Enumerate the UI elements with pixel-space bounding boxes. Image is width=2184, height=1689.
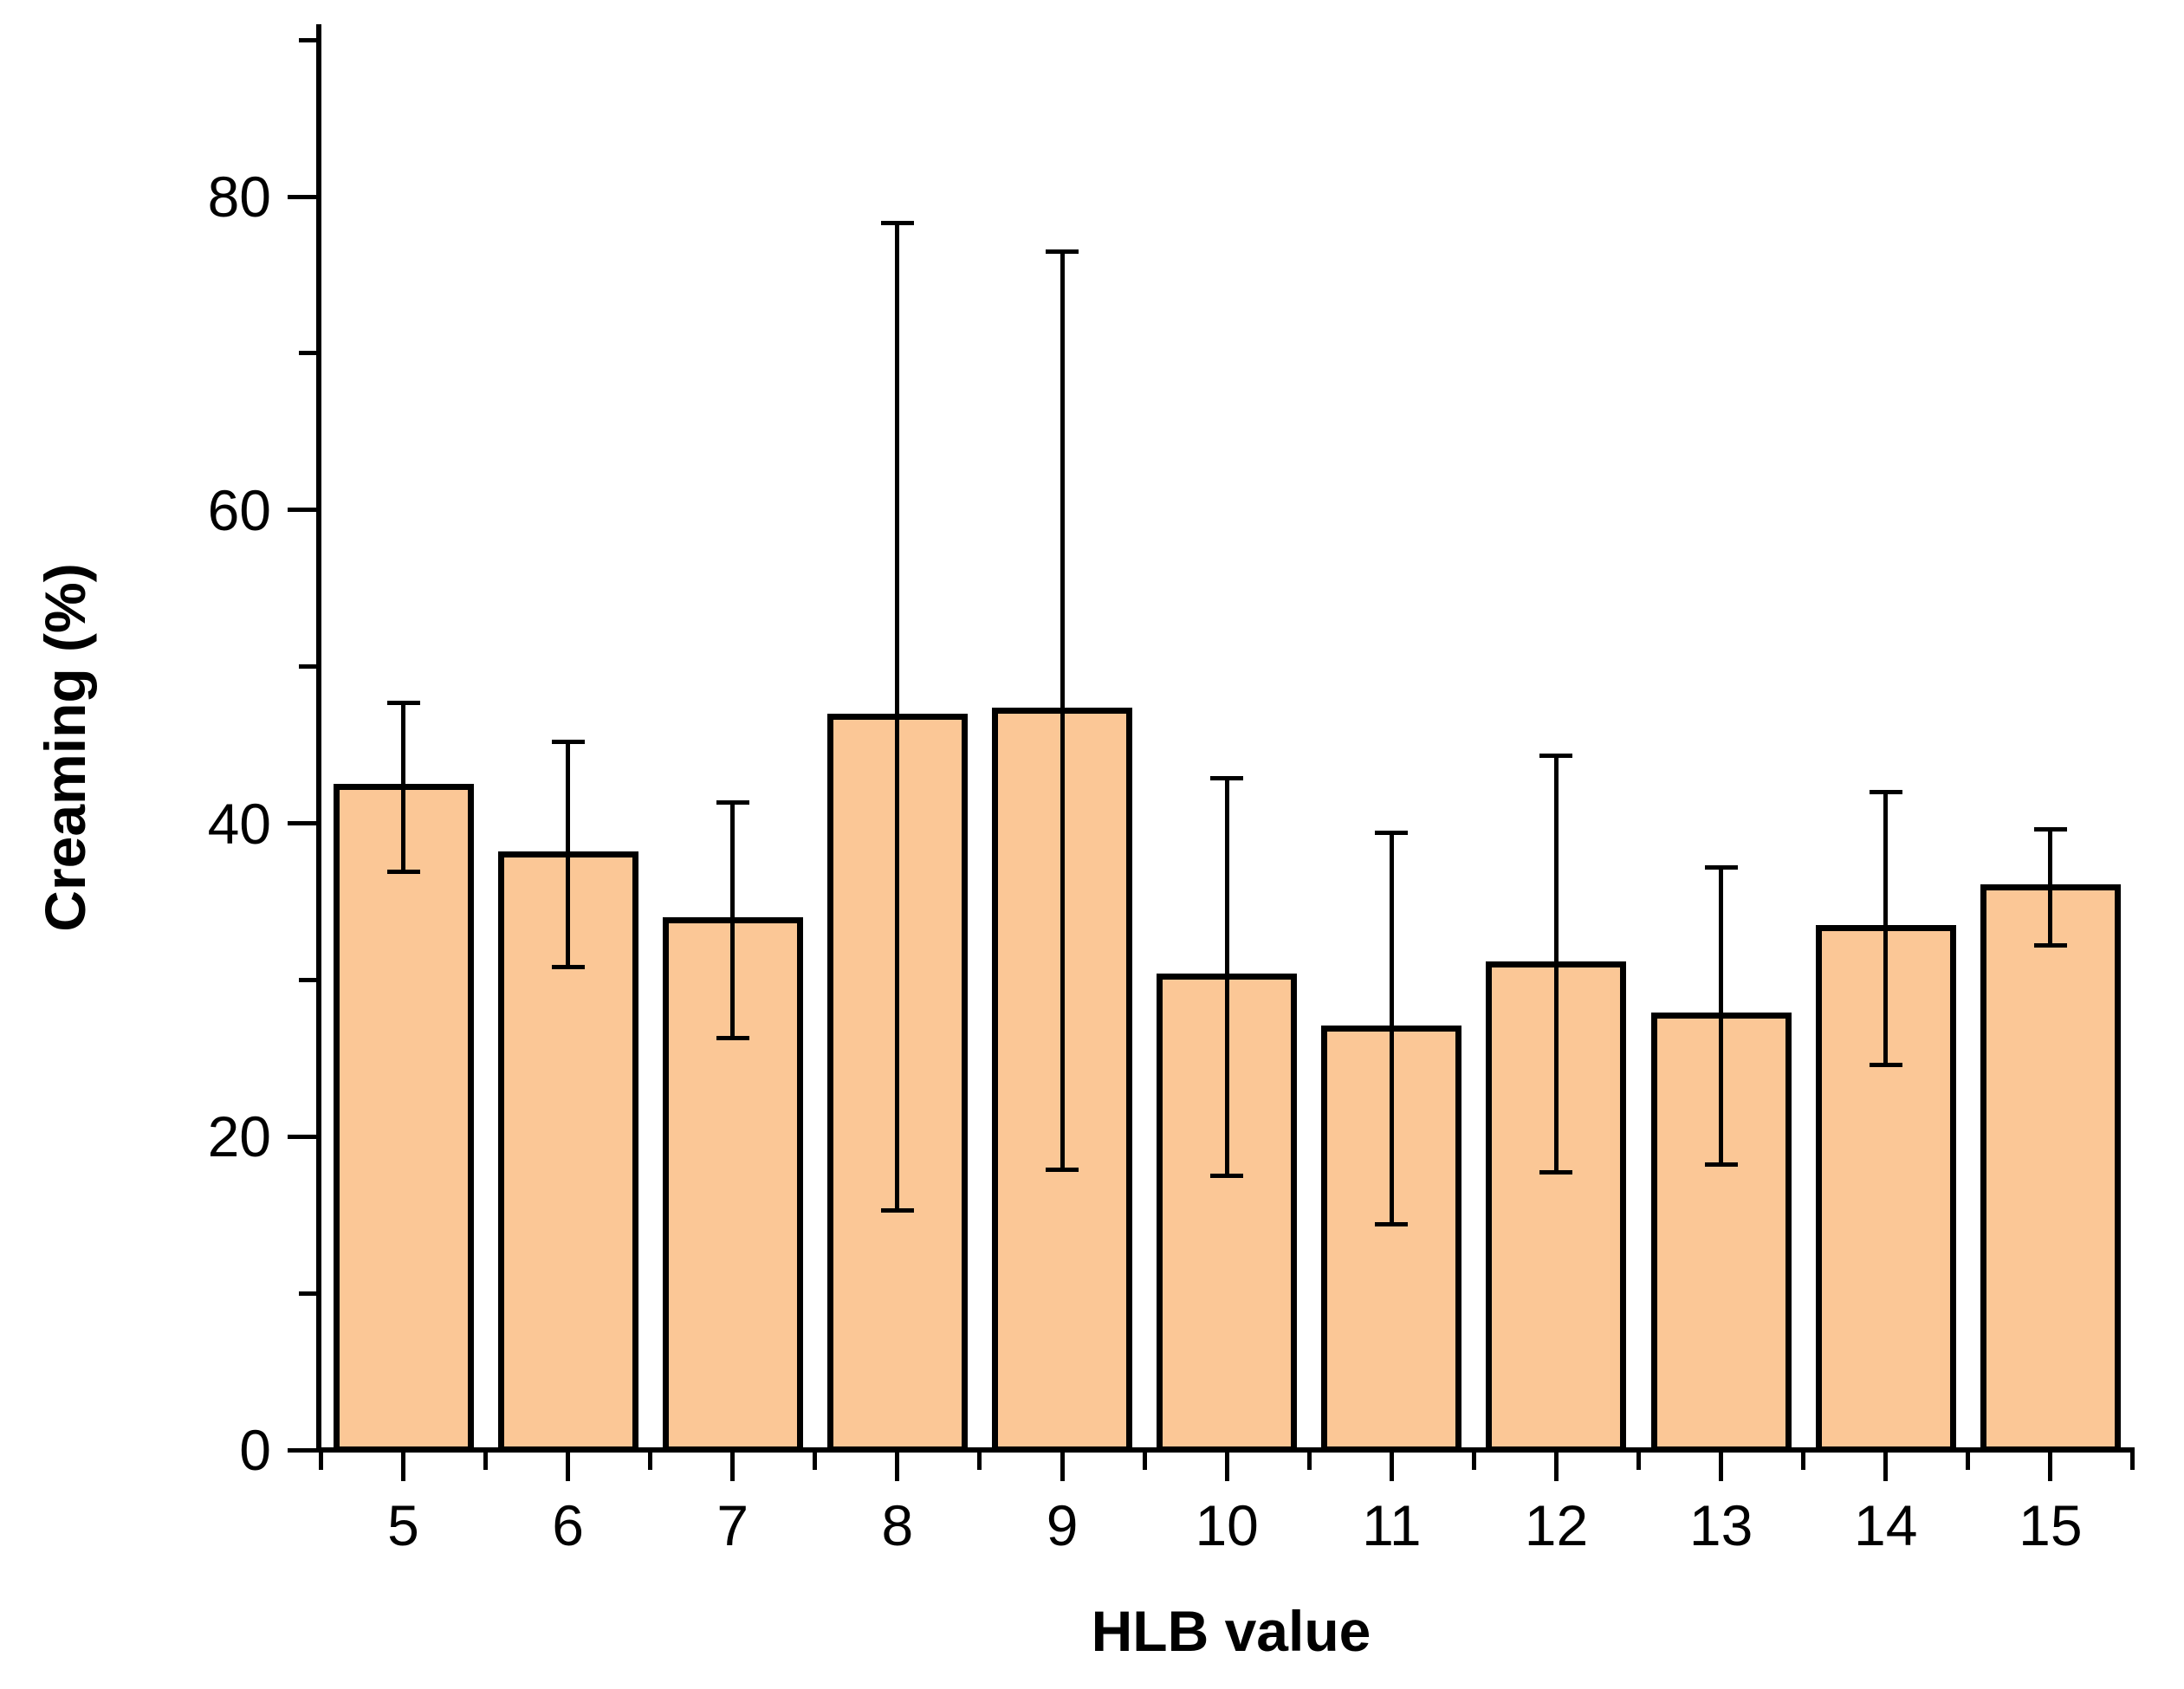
y-major-tick [288,194,316,199]
error-bar-cap-bottom [1046,1167,1079,1172]
error-bar-cap-top [2033,827,2067,832]
error-bar-cap-top [1869,789,1902,794]
error-bar-line [1719,867,1724,1165]
error-bar-line [895,223,900,1211]
x-major-tick [1060,1453,1065,1481]
y-minor-tick [299,664,316,670]
x-tick-label: 8 [881,1493,914,1557]
x-tick-label: 5 [387,1493,419,1557]
x-minor-tick [977,1453,982,1470]
y-major-tick [288,821,316,825]
y-minor-tick [299,37,316,42]
x-major-tick [1389,1453,1394,1481]
error-bar-cap-top [1704,864,1738,870]
x-major-tick [1553,1453,1559,1481]
x-minor-tick [648,1453,653,1470]
error-bar-cap-top [716,800,749,806]
bar [497,851,638,1453]
error-bar-cap-bottom [1869,1062,1902,1067]
error-bar-cap-bottom [1375,1222,1409,1227]
x-major-tick [730,1453,736,1481]
x-minor-tick [1636,1453,1642,1470]
error-bar-line [401,702,405,872]
x-minor-tick [1966,1453,1971,1470]
x-tick-label: 13 [1688,1493,1753,1557]
error-bar-cap-top [1210,775,1244,780]
bar [1650,1013,1792,1453]
error-bar-cap-bottom [1210,1173,1244,1178]
error-bar-cap-bottom [880,1207,914,1213]
error-bar-cap-top [880,221,914,226]
y-tick-label: 60 [207,477,271,542]
error-bar-line [1553,755,1559,1173]
error-bar-line [1389,832,1394,1225]
error-bar-cap-top [1046,249,1079,254]
y-axis-title: Creaming (%) [33,563,97,932]
error-bar-cap-top [386,700,420,705]
x-major-tick [895,1453,900,1481]
x-major-tick [1883,1453,1889,1481]
x-minor-tick [1306,1453,1312,1470]
x-axis-title: HLB value [1091,1599,1371,1663]
x-minor-tick [813,1453,818,1470]
x-tick-label: 11 [1362,1493,1422,1557]
y-tick-label: 20 [207,1104,271,1169]
error-bar-cap-top [551,739,585,744]
x-major-tick [566,1453,571,1481]
x-tick-label: 12 [1524,1493,1589,1557]
x-minor-tick [1801,1453,1806,1470]
y-minor-tick [299,1291,316,1296]
x-major-tick [1224,1453,1229,1481]
y-major-tick [288,1134,316,1139]
x-tick-label: 15 [2019,1493,2083,1557]
error-bar-cap-top [1539,754,1573,759]
y-major-tick [288,508,316,513]
x-major-tick [2048,1453,2053,1481]
error-bar-cap-bottom [716,1035,749,1040]
x-minor-tick [2130,1453,2135,1470]
x-major-tick [1719,1453,1724,1481]
bar [1980,884,2121,1453]
y-minor-tick [299,977,316,982]
y-tick-label: 80 [207,165,271,229]
error-bar-line [2048,829,2053,946]
y-tick-label: 40 [207,791,271,856]
x-tick-label: 10 [1195,1493,1259,1557]
error-bar-cap-top [1375,830,1409,835]
y-major-tick [288,1447,316,1453]
y-axis-line [316,24,321,1453]
error-bar-cap-bottom [386,870,420,875]
x-tick-label: 7 [716,1493,749,1557]
error-bar-line [1883,792,1889,1065]
x-minor-tick [483,1453,489,1470]
error-bar-cap-bottom [1539,1170,1573,1175]
y-tick-label: 0 [239,1418,271,1482]
x-minor-tick [1471,1453,1476,1470]
error-bar-line [1224,778,1229,1176]
x-major-tick [401,1453,405,1481]
x-tick-label: 9 [1046,1493,1079,1557]
y-minor-tick [299,351,316,356]
error-bar-line [566,741,571,967]
error-bar-line [730,802,736,1039]
x-tick-label: 14 [1854,1493,1918,1557]
error-bar-cap-bottom [2033,943,2067,948]
error-bar-cap-bottom [551,965,585,970]
x-minor-tick [1142,1453,1147,1470]
error-bar-line [1060,251,1065,1170]
x-minor-tick [318,1453,323,1470]
error-bar-cap-bottom [1704,1162,1738,1168]
x-tick-label: 6 [552,1493,584,1557]
bar [333,784,474,1453]
